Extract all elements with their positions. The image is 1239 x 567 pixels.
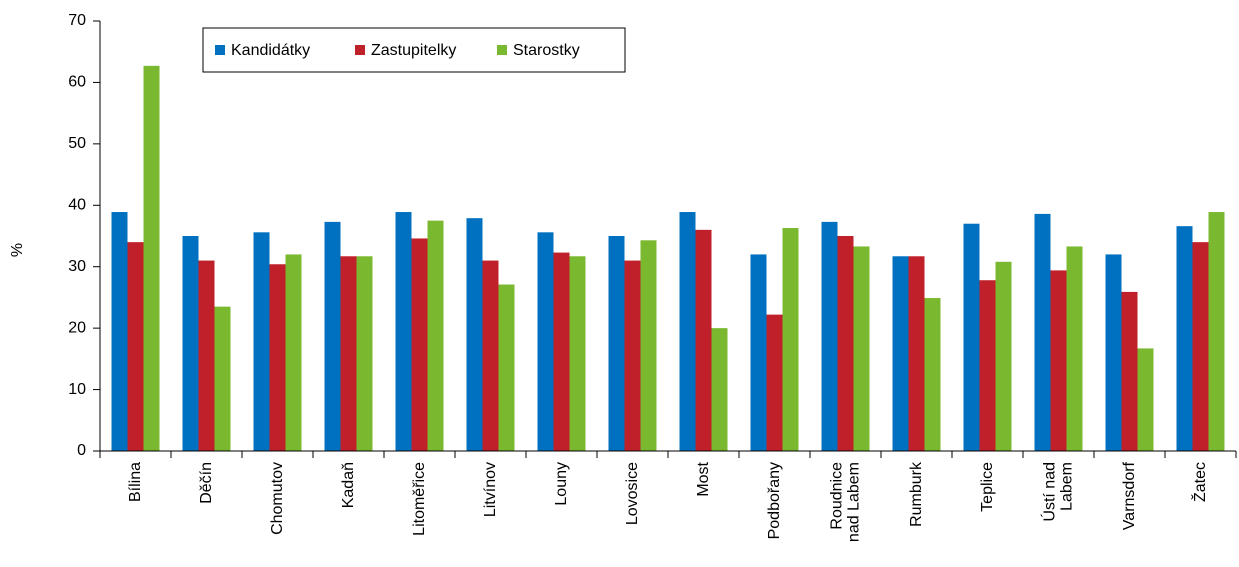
bar bbox=[1034, 213, 1051, 451]
bar bbox=[111, 212, 128, 451]
bar bbox=[837, 236, 854, 451]
bar bbox=[995, 261, 1012, 451]
bar bbox=[853, 246, 870, 451]
bar bbox=[285, 254, 302, 451]
bar bbox=[498, 284, 515, 451]
bar bbox=[640, 240, 657, 451]
y-tick-label: 30 bbox=[68, 258, 86, 275]
legend-swatch bbox=[215, 45, 225, 55]
x-tick-label: Podbořany bbox=[766, 462, 783, 540]
x-tick-label: Litoměřice bbox=[411, 462, 428, 536]
y-axis-label: % bbox=[9, 243, 26, 257]
bar bbox=[1050, 270, 1067, 451]
x-tick-label: Ústí nad Labem bbox=[1041, 462, 1076, 522]
bar bbox=[537, 232, 554, 451]
bar bbox=[608, 236, 625, 451]
y-tick-label: 70 bbox=[68, 12, 86, 29]
bar bbox=[324, 221, 341, 451]
x-tick-label: Chomutov bbox=[269, 462, 286, 535]
x-tick-label: Děčín bbox=[198, 462, 215, 504]
bar bbox=[269, 264, 286, 451]
x-tick-label: Rumburk bbox=[908, 462, 925, 527]
legend-label: Kandidátky bbox=[231, 42, 310, 59]
bar bbox=[782, 228, 799, 451]
bar bbox=[395, 212, 412, 451]
bar bbox=[1066, 246, 1083, 451]
y-tick-label: 10 bbox=[68, 381, 86, 398]
legend-swatch bbox=[497, 45, 507, 55]
bar bbox=[466, 218, 483, 451]
x-tick-label: Litvínov bbox=[482, 462, 499, 518]
bar bbox=[214, 306, 231, 451]
bar bbox=[411, 238, 428, 451]
y-tick-label: 60 bbox=[68, 74, 86, 91]
bar bbox=[1176, 226, 1193, 451]
bar bbox=[182, 236, 199, 451]
bar bbox=[356, 256, 373, 451]
bar bbox=[1137, 348, 1154, 451]
bar bbox=[711, 328, 728, 451]
bar bbox=[624, 260, 641, 451]
x-tick-label: Bílina bbox=[127, 462, 144, 503]
bar bbox=[679, 212, 696, 451]
bar bbox=[253, 232, 270, 451]
x-tick-label: Most bbox=[695, 462, 712, 497]
bar bbox=[1192, 242, 1209, 451]
legend-label: Starostky bbox=[513, 42, 580, 59]
legend-swatch bbox=[355, 45, 365, 55]
y-tick-label: 40 bbox=[68, 197, 86, 214]
bar bbox=[924, 298, 941, 451]
x-tick-label: Kadaň bbox=[340, 462, 357, 509]
bar bbox=[695, 229, 712, 451]
x-tick-label: Lovosice bbox=[624, 462, 641, 526]
bar bbox=[750, 254, 767, 451]
bar bbox=[143, 65, 160, 451]
bar bbox=[482, 260, 499, 451]
bar bbox=[766, 314, 783, 451]
bar bbox=[1121, 291, 1138, 451]
bar bbox=[1208, 212, 1225, 451]
bar bbox=[198, 260, 215, 451]
bar bbox=[340, 256, 357, 451]
x-tick-label: Louny bbox=[553, 462, 570, 506]
y-tick-label: 50 bbox=[68, 135, 86, 152]
bar bbox=[553, 252, 570, 451]
bar bbox=[427, 220, 444, 451]
bar bbox=[908, 256, 925, 451]
bar bbox=[963, 223, 980, 451]
bar bbox=[821, 221, 838, 451]
x-tick-label: Roudnice nad Labem bbox=[828, 462, 863, 543]
bar bbox=[979, 280, 996, 451]
legend-label: Zastupitelky bbox=[371, 42, 456, 59]
bar bbox=[127, 242, 144, 451]
bar bbox=[1105, 254, 1122, 451]
x-tick-label: Žatec bbox=[1192, 462, 1209, 503]
legend-box bbox=[202, 27, 626, 73]
y-tick-label: 20 bbox=[68, 319, 86, 336]
x-tick-label: Varnsdorf bbox=[1121, 462, 1138, 531]
bar bbox=[892, 256, 909, 451]
y-tick-label: 0 bbox=[77, 442, 86, 459]
bar bbox=[569, 256, 586, 451]
x-tick-label: Teplice bbox=[979, 462, 996, 512]
